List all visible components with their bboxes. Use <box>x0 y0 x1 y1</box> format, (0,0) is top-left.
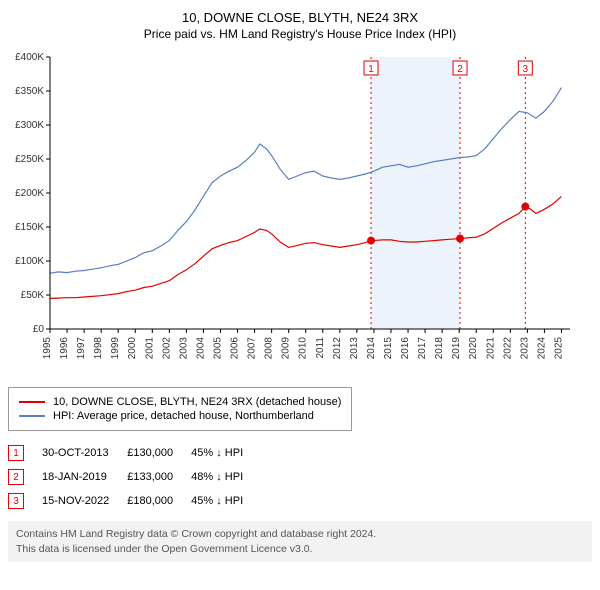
svg-text:2018: 2018 <box>434 337 445 360</box>
marker-row: 2 18-JAN-2019£133,00048% ↓ HPI <box>8 465 261 489</box>
legend-label: HPI: Average price, detached house, Nort… <box>53 410 314 422</box>
marker-number-box: 1 <box>8 445 24 461</box>
svg-text:2001: 2001 <box>144 337 155 360</box>
svg-text:2019: 2019 <box>451 337 462 360</box>
svg-text:2000: 2000 <box>127 337 138 360</box>
price-chart: £0 £50K £100K £150K £200K £250K £300K £350K £400… <box>8 49 578 379</box>
svg-text:£100K: £100K <box>15 256 44 267</box>
svg-text:2022: 2022 <box>502 337 513 360</box>
marker-number-box: 2 <box>8 469 24 485</box>
marker-delta: 45% ↓ HPI <box>191 441 261 465</box>
svg-text:2020: 2020 <box>468 337 479 360</box>
svg-text:2021: 2021 <box>485 337 496 360</box>
chart-title: 10, DOWNE CLOSE, BLYTH, NE24 3RX <box>8 10 592 25</box>
legend-swatch <box>19 415 45 417</box>
legend-label: 10, DOWNE CLOSE, BLYTH, NE24 3RX (detach… <box>53 396 341 408</box>
marker-delta: 45% ↓ HPI <box>191 489 261 513</box>
svg-text:2002: 2002 <box>161 337 172 360</box>
marker-date: 30-OCT-2013 <box>42 441 127 465</box>
svg-text:2013: 2013 <box>349 337 360 360</box>
svg-text:2010: 2010 <box>298 337 309 360</box>
legend: 10, DOWNE CLOSE, BLYTH, NE24 3RX (detach… <box>8 387 352 431</box>
marker-price: £180,000 <box>127 489 191 513</box>
svg-text:£300K: £300K <box>15 120 44 131</box>
svg-text:2003: 2003 <box>178 337 189 360</box>
svg-text:2017: 2017 <box>417 337 428 360</box>
marker-date: 15-NOV-2022 <box>42 489 127 513</box>
svg-text:1995: 1995 <box>42 337 53 360</box>
legend-swatch <box>19 401 45 403</box>
svg-text:£400K: £400K <box>15 52 44 63</box>
marker-price: £130,000 <box>127 441 191 465</box>
marker-table: 1 30-OCT-2013£130,00045% ↓ HPI 2 18-JAN-201… <box>8 441 261 513</box>
marker-row: 1 30-OCT-2013£130,00045% ↓ HPI <box>8 441 261 465</box>
svg-text:2008: 2008 <box>264 337 275 360</box>
marker-delta: 48% ↓ HPI <box>191 465 261 489</box>
marker-number-box: 3 <box>8 493 24 509</box>
svg-text:2015: 2015 <box>383 337 394 360</box>
marker-row: 3 15-NOV-2022£180,00045% ↓ HPI <box>8 489 261 513</box>
legend-row: HPI: Average price, detached house, Nort… <box>19 410 341 422</box>
svg-text:£150K: £150K <box>15 222 44 233</box>
footer-attribution: Contains HM Land Registry data © Crown c… <box>8 521 592 562</box>
svg-text:£50K: £50K <box>21 290 45 301</box>
svg-text:1998: 1998 <box>93 337 104 360</box>
svg-text:£0: £0 <box>33 324 45 335</box>
footer-line1: Contains HM Land Registry data © Crown c… <box>16 527 584 542</box>
svg-text:2009: 2009 <box>281 337 292 360</box>
svg-text:3: 3 <box>523 64 529 75</box>
svg-text:2006: 2006 <box>230 337 241 360</box>
svg-text:2023: 2023 <box>519 337 530 360</box>
svg-text:2011: 2011 <box>315 337 326 359</box>
svg-text:1: 1 <box>368 64 374 75</box>
svg-text:2007: 2007 <box>247 337 258 360</box>
svg-text:£350K: £350K <box>15 86 44 97</box>
svg-text:2014: 2014 <box>366 337 377 360</box>
marker-price: £133,000 <box>127 465 191 489</box>
svg-text:2025: 2025 <box>553 337 564 360</box>
svg-text:£200K: £200K <box>15 188 44 199</box>
legend-row: 10, DOWNE CLOSE, BLYTH, NE24 3RX (detach… <box>19 396 341 408</box>
svg-text:1997: 1997 <box>76 337 87 360</box>
svg-text:1996: 1996 <box>59 337 70 360</box>
marker-date: 18-JAN-2019 <box>42 465 127 489</box>
chart-area: £0 £50K £100K £150K £200K £250K £300K £350K £400… <box>8 49 592 379</box>
svg-text:2016: 2016 <box>400 337 411 360</box>
svg-text:2024: 2024 <box>536 337 547 360</box>
chart-subtitle: Price paid vs. HM Land Registry's House … <box>8 27 592 41</box>
svg-text:£250K: £250K <box>15 154 44 165</box>
svg-text:2004: 2004 <box>195 337 206 360</box>
svg-text:2: 2 <box>457 64 463 75</box>
svg-text:2005: 2005 <box>212 337 223 360</box>
svg-text:2012: 2012 <box>332 337 343 360</box>
footer-line2: This data is licensed under the Open Gov… <box>16 542 584 557</box>
svg-text:1999: 1999 <box>110 337 121 360</box>
